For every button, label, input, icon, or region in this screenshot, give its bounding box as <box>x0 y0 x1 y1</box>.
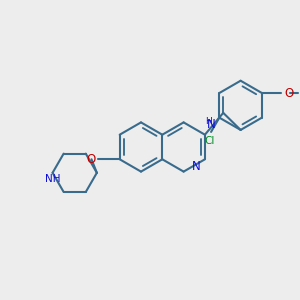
Text: N: N <box>207 118 216 131</box>
Text: Cl: Cl <box>204 136 215 146</box>
Text: O: O <box>86 153 96 166</box>
Text: O: O <box>284 86 294 100</box>
Text: NH: NH <box>45 174 60 184</box>
Text: H: H <box>205 117 212 126</box>
Text: N: N <box>191 160 200 173</box>
